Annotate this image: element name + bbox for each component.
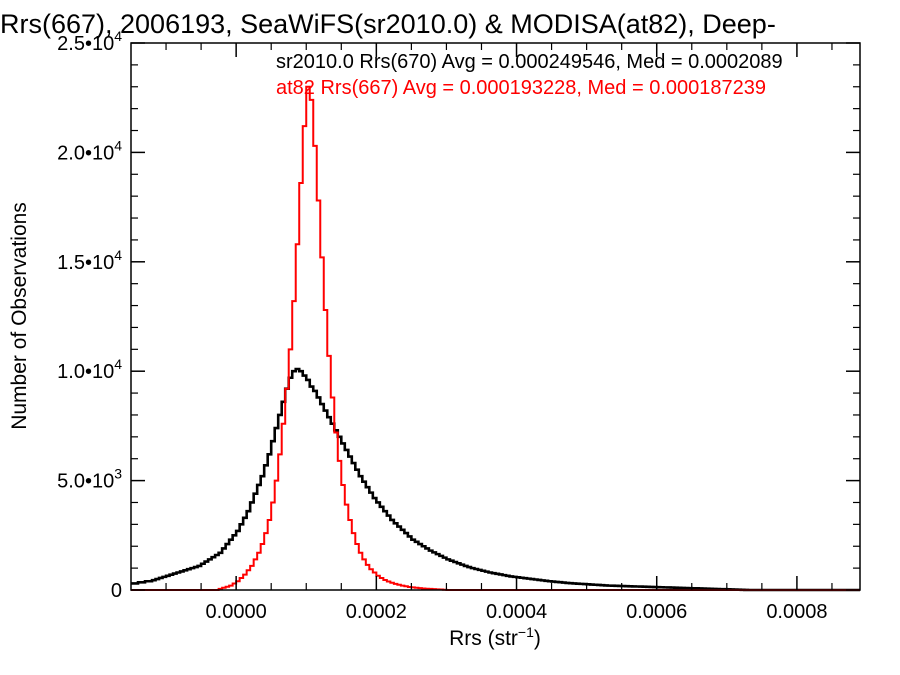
y-tick-label: 5.0•103 [57, 466, 122, 493]
annotation-series-1: sr2010.0 Rrs(670) Avg = 0.000249546, Med… [276, 51, 783, 73]
series-line-2 [131, 85, 860, 591]
x-axis-label: Rrs (str−1) [449, 624, 541, 650]
y-tick-label: 1.5•104 [57, 247, 122, 274]
y-tick-label: 2.0•104 [57, 137, 122, 164]
x-tick-label: 0.0006 [626, 601, 687, 623]
annotation-series-2: at82 Rrs(667) Avg = 0.000193228, Med = 0… [276, 77, 766, 99]
y-tick-label: 0 [111, 580, 122, 602]
x-axis: 0.0000 0.0002 0.0004 0.0006 0.0008 [165, 43, 833, 623]
plot-frame [130, 42, 861, 591]
chart-title: Rrs(667), 2006193, SeaWiFS(sr2010.0) & M… [0, 9, 776, 39]
y-tick-label: 2.5•104 [57, 28, 122, 55]
y-axis: 0 5.0•103 1.0•104 1.5•104 2.0•104 2.5•104 [57, 28, 860, 602]
y-axis-label: Number of Observations [8, 202, 31, 430]
x-tick-label: 0.0004 [486, 601, 547, 623]
series-layer [131, 85, 860, 592]
series-line-1 [131, 367, 860, 592]
x-tick-label: 0.0002 [346, 601, 407, 623]
x-tick-label: 0.0008 [766, 601, 827, 623]
x-tick-label: 0.0000 [206, 601, 267, 623]
y-tick-label: 1.0•104 [57, 356, 122, 383]
